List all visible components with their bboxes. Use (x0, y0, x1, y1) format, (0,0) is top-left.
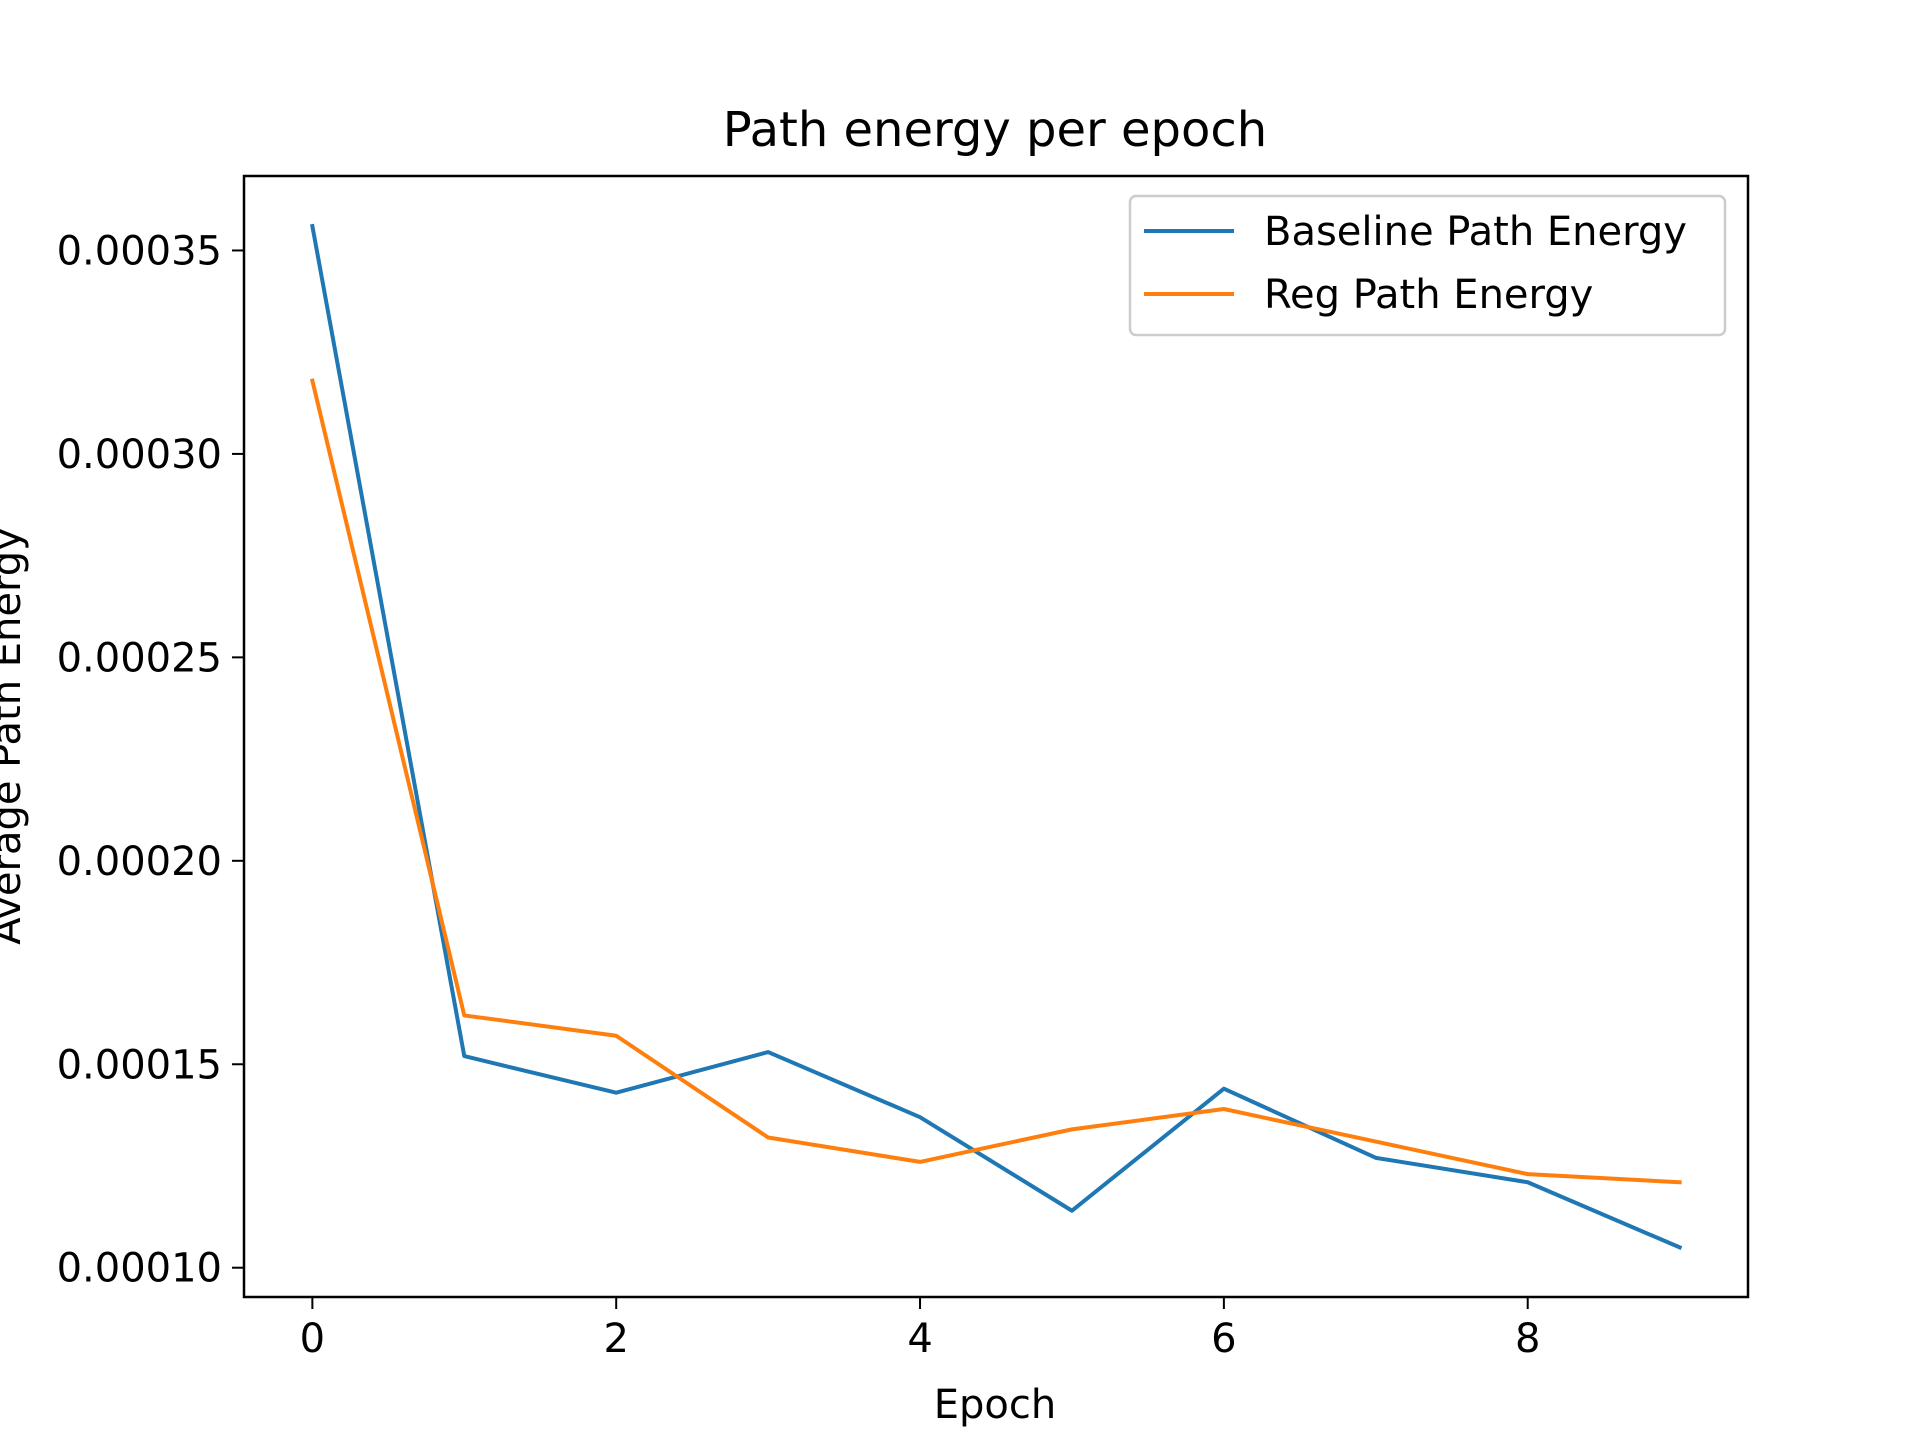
legend: Baseline Path Energy Reg Path Energy (1128, 194, 1727, 337)
x-axis-ticks: 0 2 4 6 8 (300, 1297, 1540, 1362)
x-axis-label: Epoch (934, 1382, 1056, 1428)
y-tick-label: 0.00030 (57, 432, 222, 478)
plot-frame (242, 174, 1750, 1299)
y-axis-ticks: 0.00010 0.00015 0.00020 0.00025 0.00030 0.000… (57, 228, 244, 1292)
series-layer (309, 223, 1683, 1250)
y-tick-label: 0.00010 (57, 1246, 222, 1292)
x-tick-label: 4 (907, 1316, 932, 1362)
x-tick-label: 2 (603, 1316, 628, 1362)
x-tick-label: 6 (1211, 1316, 1236, 1362)
x-tick-label: 8 (1515, 1316, 1540, 1362)
plot-area (242, 174, 1750, 1299)
chart-title: Path energy per epoch (723, 102, 1267, 158)
series-line-reg (309, 378, 1682, 1185)
series-line-baseline (310, 223, 1683, 1250)
y-tick-label: 0.00015 (57, 1042, 222, 1088)
y-tick-label: 0.00020 (57, 839, 222, 885)
y-tick-label: 0.00035 (57, 228, 222, 274)
y-axis-label: Average Path Energy (0, 527, 30, 945)
y-tick-label: 0.00025 (57, 635, 222, 681)
legend-label-baseline: Baseline Path Energy (1264, 209, 1687, 255)
legend-box (1128, 194, 1727, 337)
x-tick-label: 0 (300, 1316, 325, 1362)
legend-label-reg: Reg Path Energy (1264, 272, 1593, 318)
